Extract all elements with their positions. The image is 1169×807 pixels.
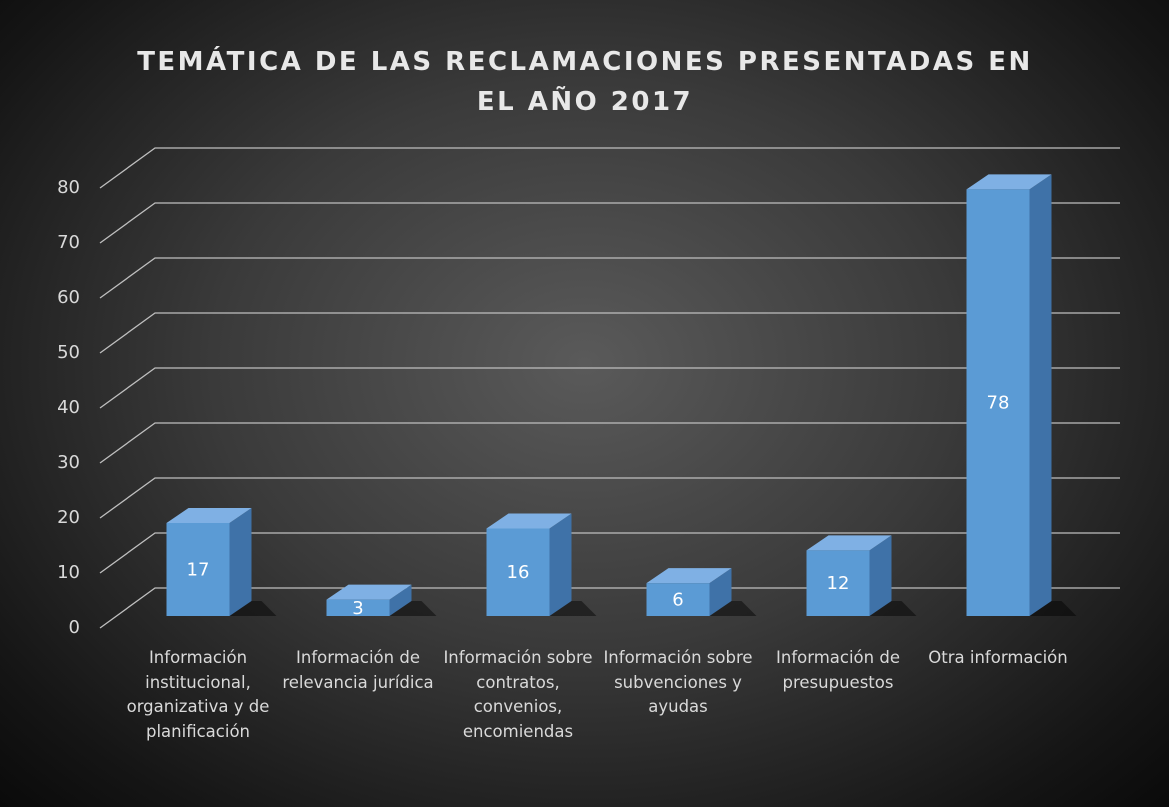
bar-front [326, 599, 390, 616]
y-tick-label: 70 [57, 232, 80, 253]
data-label: 78 [987, 393, 1010, 414]
bar [646, 568, 757, 616]
data-label: 17 [187, 560, 210, 581]
y-tick-label: 40 [57, 397, 80, 418]
grid-line [99, 422, 1120, 464]
bar-top [326, 584, 412, 600]
y-tick-label: 80 [57, 177, 80, 198]
grid-line [99, 367, 1120, 409]
grid-line [99, 312, 1120, 354]
bar-top [646, 568, 732, 584]
bar-front [806, 550, 870, 616]
x-tick-label: Información sobre subvenciones y ayudas [603, 648, 753, 716]
bar-top [966, 174, 1052, 190]
bar-side [869, 535, 892, 616]
x-tick-label: Información sobre contratos, convenios, … [443, 648, 593, 741]
x-tick-label: Información de presupuestos [776, 648, 900, 692]
y-tick-label: 60 [57, 287, 80, 308]
bar-side [549, 513, 572, 616]
y-tick-label: 50 [57, 342, 80, 363]
bar-top [486, 513, 572, 529]
bar-side [389, 584, 412, 616]
x-tick-label: Información de relevancia jurídica [282, 648, 434, 692]
bar [806, 535, 917, 616]
chart-title: TEMÁTICA DE LAS RECLAMACIONES PRESENTADA… [137, 47, 1033, 117]
bar [966, 174, 1077, 616]
y-tick-label: 10 [57, 562, 80, 583]
bar-front [966, 189, 1030, 616]
grid-line [99, 202, 1120, 244]
data-label: 6 [672, 590, 683, 611]
data-label: 3 [352, 598, 363, 619]
y-tick-label: 30 [57, 452, 80, 473]
y-tick-label: 0 [69, 617, 80, 638]
bar-top [806, 535, 892, 551]
data-label: 16 [507, 562, 530, 583]
bar-side [709, 568, 732, 616]
bar-front [166, 523, 230, 616]
bar-front [646, 583, 710, 616]
bar-side [1029, 174, 1052, 616]
bar-top [166, 508, 252, 524]
y-tick-label: 20 [57, 507, 80, 528]
bar [486, 513, 597, 616]
data-label: 12 [827, 573, 850, 594]
grid-line [99, 147, 1120, 189]
grid-line [99, 587, 1120, 629]
grid-line [99, 477, 1120, 519]
x-tick-label: Otra información [928, 648, 1068, 667]
grid-line [99, 257, 1120, 299]
bar-front [486, 528, 550, 616]
bar [326, 584, 437, 616]
x-tick-label: Información institucional, organizativa … [126, 648, 270, 741]
bar [166, 508, 277, 616]
bar-side [229, 508, 252, 616]
grid-line [99, 532, 1120, 574]
